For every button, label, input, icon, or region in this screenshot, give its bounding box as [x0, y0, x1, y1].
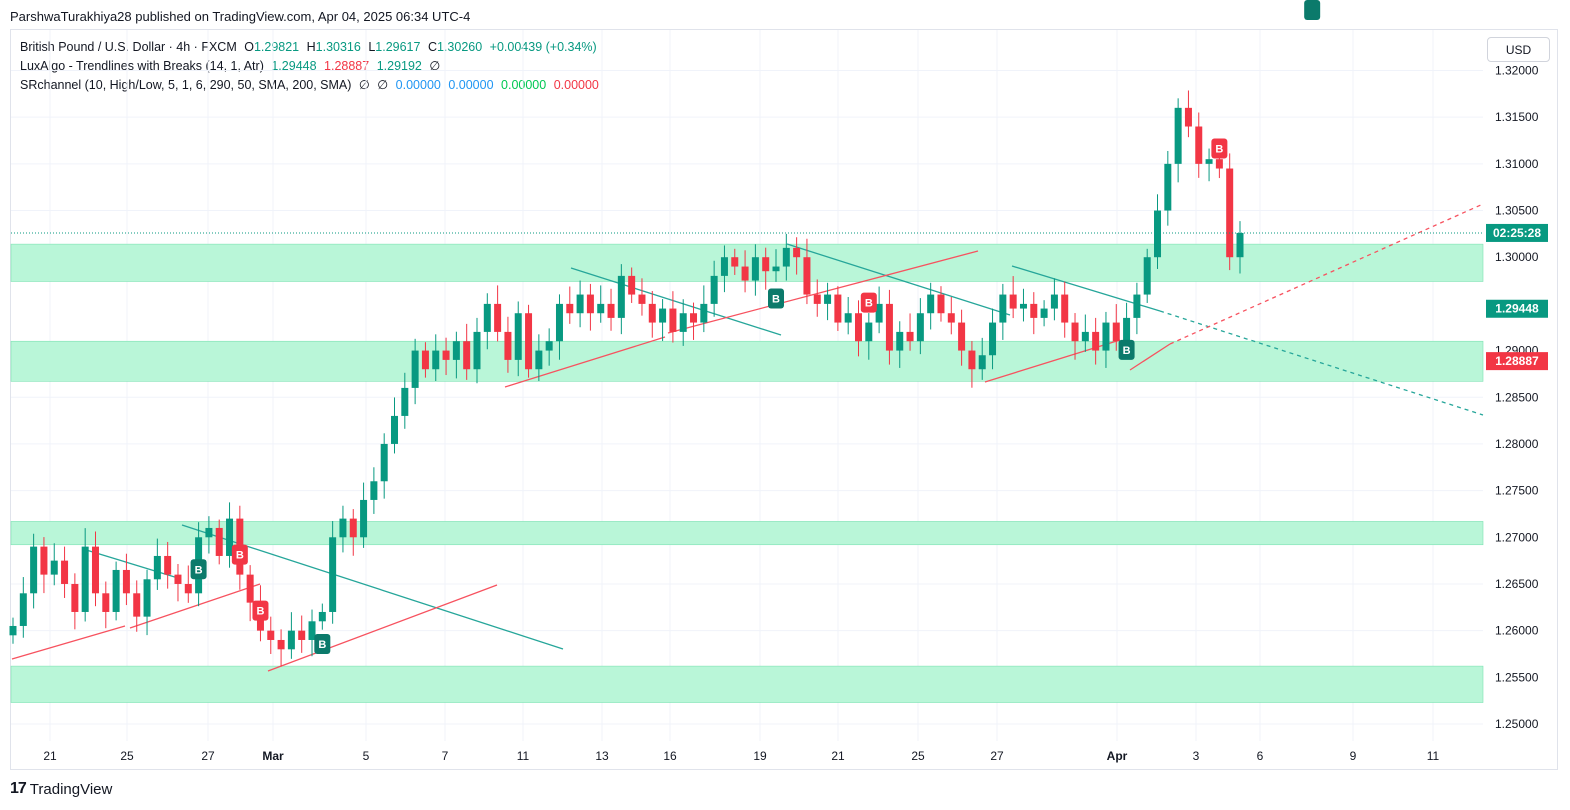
tradingview-footer: 17 TradingView: [10, 780, 112, 798]
symbol-legend: British Pound / U.S. Dollar · 4h · FXCM …: [20, 40, 597, 54]
symbol-name[interactable]: British Pound / U.S. Dollar · 4h · FXCM: [20, 40, 237, 54]
indicator-name[interactable]: SRchannel (10, High/Low, 5, 1, 6, 290, 5…: [20, 78, 352, 92]
indicator-legend-srchannel: SRchannel (10, High/Low, 5, 1, 6, 290, 5…: [20, 78, 599, 92]
tradingview-logo-icon: 17: [10, 780, 27, 797]
breakout-marker: [1304, 0, 1321, 20]
change-value: +0.00439 (+0.34%): [489, 40, 597, 54]
indicator-name[interactable]: LuxAlgo - Trendlines with Breaks (14, 1,…: [20, 59, 264, 73]
currency-button[interactable]: USD: [1487, 37, 1550, 62]
breakout-marker-label: B: [1308, 0, 1316, 3]
brand-name: TradingView: [29, 780, 113, 798]
publish-info: ParshwaTurakhiya28 published on TradingV…: [10, 9, 471, 24]
chart-frame: [10, 29, 1558, 770]
indicator-legend-trendlines: LuxAlgo - Trendlines with Breaks (14, 1,…: [20, 59, 441, 73]
